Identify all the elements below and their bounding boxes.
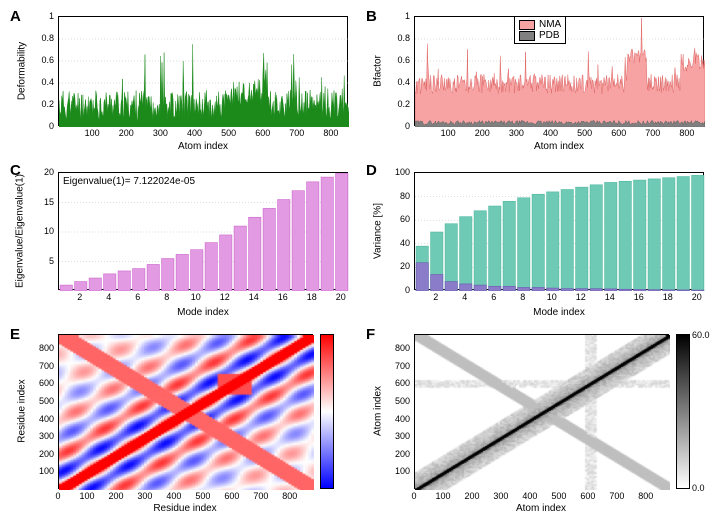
chart-C-annotation: Eigenvalue(1)= 7.122024e-05: [63, 176, 195, 187]
chart-F-xlabel: Atom index: [516, 503, 566, 514]
legend-label-nma: NMA: [539, 19, 561, 30]
panel-D: D Variance [%] Mode index 24681012141618…: [364, 162, 716, 322]
legend-swatch-pdb: [519, 31, 535, 41]
legend-label-pdb: PDB: [539, 30, 560, 41]
panel-B-label: B: [366, 8, 377, 25]
figure-grid: A Deformability Atom index 1002003004005…: [8, 8, 716, 516]
panel-E: E Residue index Residue index 0100200300…: [8, 326, 360, 516]
chart-A-xlabel: Atom index: [178, 141, 228, 152]
cbar-F-max: 60.0: [692, 330, 710, 340]
legend-swatch-nma: [519, 20, 535, 30]
chart-E-colorbar: [320, 334, 334, 489]
chart-E-ylabel: Residue index: [17, 379, 28, 442]
chart-C: [58, 172, 348, 290]
panel-D-label: D: [366, 162, 377, 179]
chart-A-ylabel: Deformability: [17, 42, 28, 100]
chart-D: [414, 172, 704, 290]
panel-A: A Deformability Atom index 1002003004005…: [8, 8, 360, 158]
chart-D-xlabel: Mode index: [533, 307, 585, 318]
chart-F: [414, 334, 669, 489]
chart-A: [58, 16, 348, 126]
chart-D-ylabel: Variance [%]: [373, 203, 384, 259]
panel-A-label: A: [10, 8, 21, 25]
panel-B: B Bfactor Atom index NMA PDB 10020030040…: [364, 8, 716, 158]
chart-F-colorbar: [676, 334, 690, 489]
panel-E-label: E: [10, 326, 20, 343]
chart-B-xlabel: Atom index: [534, 141, 584, 152]
chart-C-xlabel: Mode index: [177, 307, 229, 318]
cbar-F-min: 0.0: [692, 483, 705, 493]
chart-B-ylabel: Bfactor: [373, 55, 384, 87]
panel-F: F Atom index Atom index 60.0 0.0 0100200…: [364, 326, 716, 516]
chart-E-xlabel: Residue index: [153, 503, 216, 514]
chart-B-legend: NMA PDB: [514, 16, 566, 44]
panel-F-label: F: [366, 326, 375, 343]
panel-C-label: C: [10, 162, 21, 179]
chart-E: [58, 334, 313, 489]
chart-F-ylabel: Atom index: [373, 386, 384, 436]
chart-C-ylabel: Eigenvalue/Eigenvalue(1): [15, 174, 26, 288]
panel-C: C Eigenvalue/Eigenvalue(1) Mode index Ei…: [8, 162, 360, 322]
